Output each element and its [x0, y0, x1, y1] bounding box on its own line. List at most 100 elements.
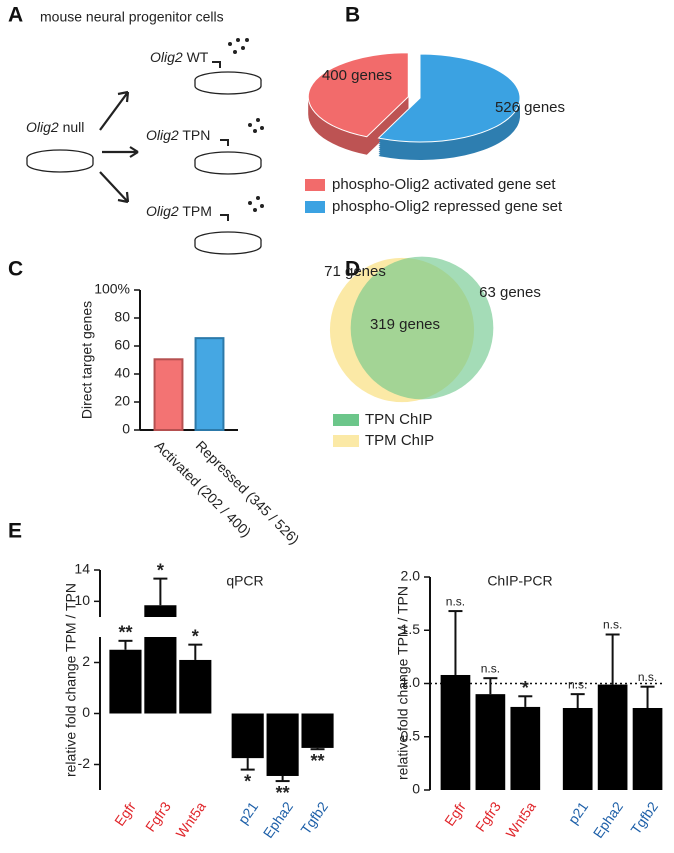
- dish: [26, 158, 94, 173]
- legend-label: phospho-Olig2 activated gene set: [332, 176, 556, 193]
- diagram-title: mouse neural progenitor cells: [40, 9, 224, 25]
- x-tick-label: Egfr: [441, 798, 469, 828]
- x-tick-label: Wnt5a: [172, 798, 208, 840]
- bar: [562, 707, 593, 790]
- legend-swatch: [305, 179, 325, 191]
- y-tick-label: 60: [114, 337, 130, 353]
- x-tick-label: Tgfb2: [627, 799, 661, 838]
- data-label: 319 genes: [370, 316, 440, 333]
- x-tick-label: Fgfr3: [142, 799, 174, 835]
- panel-letter: B: [345, 4, 360, 27]
- x-tick-label: Fgfr3: [472, 799, 504, 835]
- gene: Olig2: [146, 127, 179, 143]
- bar: [153, 358, 184, 431]
- dish: [194, 80, 262, 95]
- dot: [236, 38, 240, 42]
- annotation: n.s.: [446, 594, 465, 608]
- variant: TPM: [182, 203, 212, 219]
- gene: Olig2: [146, 203, 179, 219]
- legend-label: TPM ChIP: [365, 432, 434, 449]
- dish: [194, 240, 262, 255]
- bar: [109, 649, 142, 714]
- bar: [144, 637, 177, 714]
- dot: [228, 42, 232, 46]
- dot: [256, 196, 260, 200]
- variant: null: [63, 119, 85, 135]
- x-tick-label: Egfr: [111, 798, 139, 828]
- chart-title: ChIP-PCR: [487, 573, 552, 589]
- x-tick-label: p21: [565, 798, 592, 826]
- annotation: *: [192, 626, 199, 646]
- bar: [301, 713, 334, 748]
- arrow: [99, 90, 130, 131]
- y-tick-label: 2.0: [401, 568, 421, 584]
- arrow: [99, 171, 130, 204]
- y-tick-label: 14: [74, 561, 90, 577]
- bar: [440, 674, 471, 790]
- y-tick-label: 0: [122, 421, 130, 437]
- pie-slice: [377, 53, 521, 143]
- data-label: 63 genes: [479, 284, 541, 301]
- legend-swatch: [333, 435, 359, 447]
- panel-letter: E: [8, 520, 22, 543]
- dot: [248, 201, 252, 205]
- y-tick-label: 20: [114, 393, 130, 409]
- bar: [510, 706, 541, 790]
- panel-letter: C: [8, 258, 23, 281]
- gene: Olig2: [150, 49, 183, 65]
- variant: TPN: [182, 127, 210, 143]
- dots: [228, 38, 264, 212]
- condition-label: Olig2 TPN: [146, 127, 210, 143]
- diagram: [26, 61, 262, 255]
- bar: [597, 684, 628, 790]
- legend-swatch: [305, 201, 325, 213]
- bar: [194, 337, 225, 431]
- x-tick-label: Tgfb2: [297, 799, 331, 838]
- y-axis-label: relative fold change TPM / TPN: [63, 583, 79, 777]
- condition-label: Olig2 WT: [150, 49, 209, 65]
- annotation: *: [244, 771, 251, 791]
- annotation: n.s.: [638, 670, 657, 684]
- bar: [231, 713, 264, 759]
- y-tick-label: -2: [78, 755, 91, 771]
- dot: [241, 46, 245, 50]
- bar: [179, 659, 212, 714]
- y-axis-label: Direct target genes: [79, 301, 95, 419]
- y-axis-label: relative fold change TPM / TPN: [395, 586, 411, 780]
- x-tick-label: Epha2: [590, 798, 626, 841]
- x-tick-label: p21: [235, 798, 262, 826]
- y-tick-label: 10: [74, 592, 90, 608]
- venn-set: [350, 256, 494, 400]
- y-tick-label: 2: [82, 653, 90, 669]
- dot: [233, 50, 237, 54]
- pie-slice: [307, 52, 409, 138]
- dot: [245, 38, 249, 42]
- legend-label: TPN ChIP: [365, 411, 433, 428]
- bar: [266, 713, 299, 776]
- condition-label: Olig2 TPM: [146, 203, 212, 219]
- annotation: n.s.: [603, 618, 622, 632]
- x-tick-label: Wnt5a: [502, 798, 538, 840]
- annotation: *: [157, 560, 164, 580]
- hook: [212, 61, 229, 221]
- data-label: 71 genes: [324, 263, 386, 280]
- gene: Olig2: [26, 119, 59, 135]
- dish: [194, 160, 262, 175]
- chart-title: qPCR: [226, 573, 263, 589]
- legend-swatch: [333, 414, 359, 426]
- y-tick-label: 1.5: [401, 621, 421, 637]
- arrow: [102, 146, 139, 158]
- y-tick-label: 0: [82, 704, 90, 720]
- annotation: **: [311, 751, 325, 771]
- y-tick-label: 40: [114, 365, 130, 381]
- variant: WT: [187, 49, 209, 65]
- y-tick-label: 100%: [94, 281, 130, 297]
- bar-outline: [194, 337, 225, 431]
- dot: [253, 208, 257, 212]
- dot: [248, 123, 252, 127]
- data-label: 526 genes: [495, 99, 565, 116]
- dot: [260, 126, 264, 130]
- start-label: Olig2 null: [26, 119, 84, 135]
- bar: [475, 694, 506, 790]
